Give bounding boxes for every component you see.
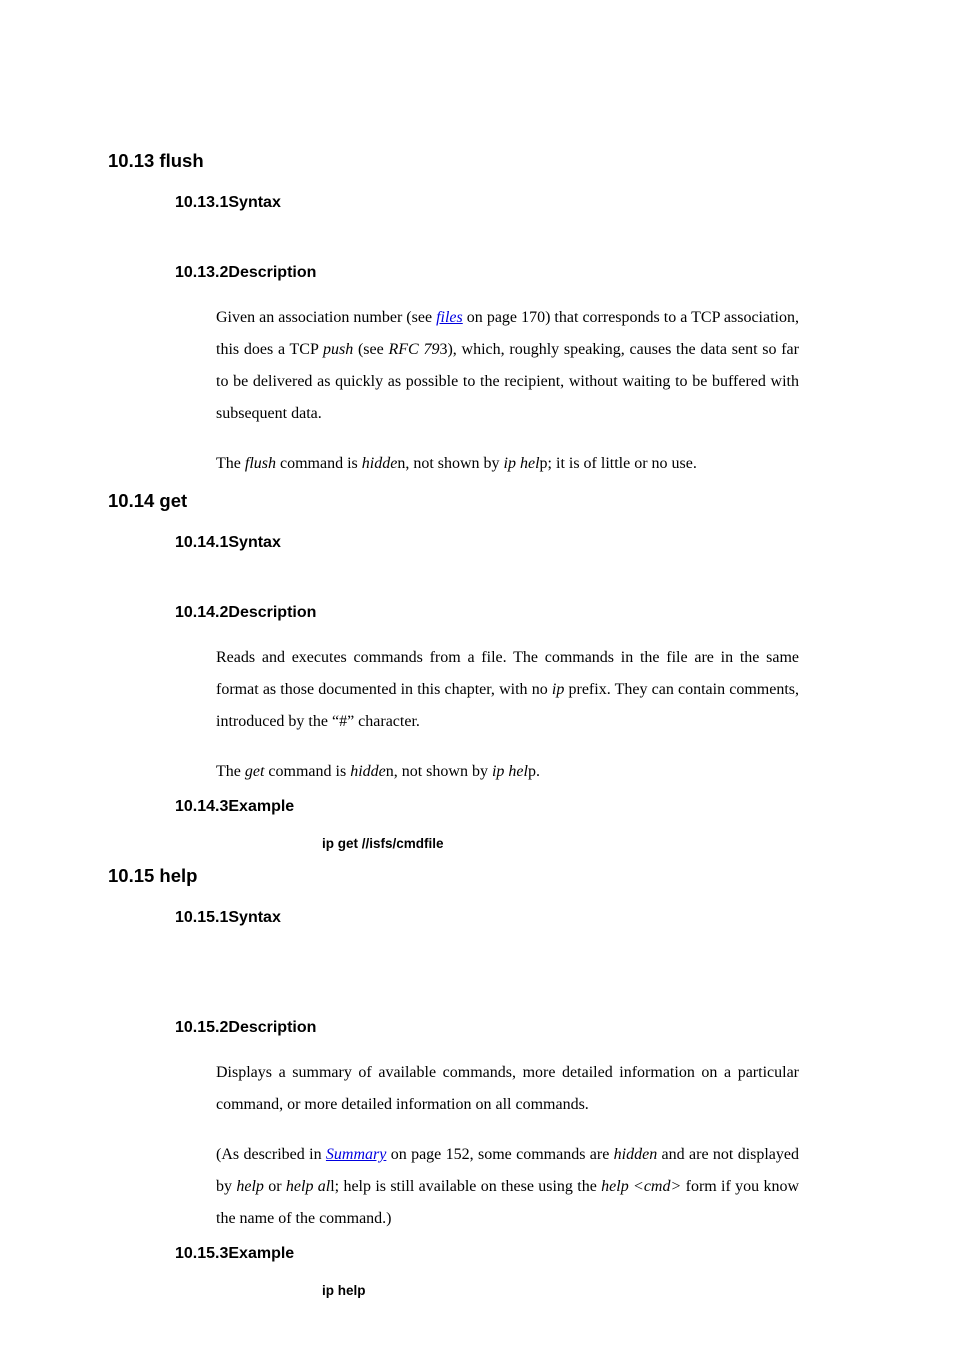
text-run: command is	[264, 763, 350, 780]
paragraph: The get command is hidden, not shown by …	[216, 756, 799, 788]
paragraph: Displays a summary of available commands…	[216, 1057, 799, 1121]
section-heading-help: 10.15 help	[108, 865, 954, 887]
paragraph: The flush command is hidden, not shown b…	[216, 448, 799, 480]
text-run-italic: hidde	[350, 763, 386, 780]
text-run: The	[216, 455, 245, 472]
text-run-italic: ip	[552, 681, 564, 698]
section-heading-help-syntax: 10.15.1Syntax	[175, 909, 954, 927]
document-page: 10.13 flush 10.13.1Syntax 10.13.2Descrip…	[0, 0, 954, 1351]
text-run-italic: RFC 79	[389, 341, 440, 358]
text-run-italic: hidden	[614, 1146, 658, 1163]
section-heading-flush-syntax: 10.13.1Syntax	[175, 194, 954, 212]
section-heading-help-desc: 10.15.2Description	[175, 1019, 954, 1037]
text-run: (As described in	[216, 1146, 326, 1163]
link-files[interactable]: files	[436, 309, 463, 326]
text-run: Displays a summary of available commands…	[216, 1064, 799, 1113]
section-heading-get: 10.14 get	[108, 490, 954, 512]
text-run: Given an association number (see	[216, 309, 436, 326]
text-run: p.	[528, 763, 540, 780]
paragraph: Reads and executes commands from a file.…	[216, 642, 799, 738]
spacer	[0, 232, 954, 264]
section-heading-get-syntax: 10.14.1Syntax	[175, 534, 954, 552]
section-heading-get-example: 10.14.3Example	[175, 798, 954, 816]
text-run-italic: ip hel	[492, 763, 528, 780]
paragraph: Given an association number (see files o…	[216, 302, 799, 430]
section-heading-flush-desc: 10.13.2Description	[175, 264, 954, 282]
text-run-italic: get	[245, 763, 265, 780]
section-heading-help-example: 10.15.3Example	[175, 1245, 954, 1263]
text-run-italic: ip hel	[504, 455, 540, 472]
text-run: command is	[276, 455, 362, 472]
code-block: ip help	[322, 1283, 954, 1298]
section-heading-flush: 10.13 flush	[108, 150, 954, 172]
text-run: (see	[353, 341, 388, 358]
spacer	[0, 947, 954, 1019]
section-heading-get-desc: 10.14.2Description	[175, 604, 954, 622]
paragraph: (As described in Summary on page 152, so…	[216, 1139, 799, 1235]
text-run: The	[216, 763, 245, 780]
text-run: p; it is of little or no use.	[540, 455, 697, 472]
text-run: on page 152, some commands are	[386, 1146, 613, 1163]
text-run-italic: push	[323, 341, 353, 358]
text-run: n, not shown by	[397, 455, 503, 472]
text-run-italic: help <cmd>	[601, 1178, 681, 1195]
code-block: ip get //isfs/cmdfile	[322, 836, 954, 851]
text-run-italic: help al	[286, 1178, 330, 1195]
text-run-italic: hidde	[362, 455, 398, 472]
link-summary[interactable]: Summary	[326, 1146, 386, 1163]
text-run: l; help is still available on these usin…	[330, 1178, 601, 1195]
text-run: n, not shown by	[386, 763, 492, 780]
text-run-italic: flush	[245, 455, 276, 472]
text-run-italic: help	[236, 1178, 264, 1195]
text-run: or	[264, 1178, 286, 1195]
spacer	[0, 572, 954, 604]
